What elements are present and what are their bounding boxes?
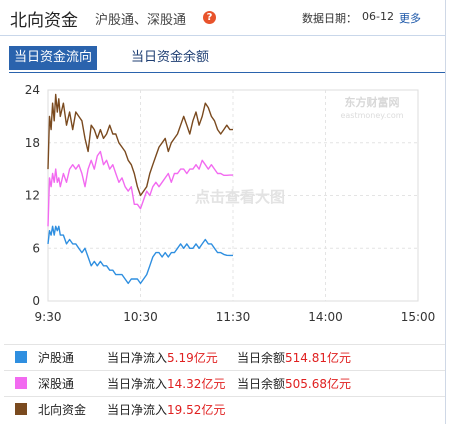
y-tick-label: 18 bbox=[25, 136, 40, 150]
watermark-logo-cn: 东方财富网 bbox=[345, 95, 400, 109]
net-inflow: 当日净流入14.32亿元 bbox=[107, 375, 225, 392]
x-tick-label: 11:30 bbox=[216, 310, 251, 324]
fund-flow-chart[interactable]: 东方财富网 eastmoney.com 点击查看大图 0 6 12 18 24 9:30… bbox=[0, 76, 445, 326]
chart-grid bbox=[47, 89, 419, 302]
balance-value: 514.81亿元 bbox=[285, 351, 352, 365]
x-tick-label: 10:30 bbox=[123, 310, 158, 324]
watermark-logo-en: eastmoney.com bbox=[340, 111, 403, 120]
y-tick-label: 0 bbox=[32, 294, 40, 308]
chart-series bbox=[47, 93, 233, 285]
help-icon[interactable]: ? bbox=[203, 11, 216, 24]
page-title: 北向资金 bbox=[10, 11, 78, 31]
date-label: 数据日期： bbox=[302, 12, 357, 25]
net-inflow-label: 当日净流入 bbox=[107, 377, 168, 391]
net-inflow-label: 当日净流入 bbox=[107, 403, 168, 417]
header-divider bbox=[0, 35, 445, 36]
balance-label: 当日余额 bbox=[237, 351, 286, 365]
y-tick-label: 12 bbox=[25, 189, 40, 203]
balance: 当日余额514.81亿元 bbox=[237, 349, 351, 366]
net-inflow-label: 当日净流入 bbox=[107, 351, 168, 365]
net-inflow: 当日净流入5.19亿元 bbox=[107, 349, 218, 366]
x-tick-label: 15:00 bbox=[401, 310, 436, 324]
balance-label: 当日余额 bbox=[237, 377, 286, 391]
x-tick-label: 14:00 bbox=[308, 310, 343, 324]
sgt-swatch bbox=[15, 377, 27, 389]
series-name: 深股通 bbox=[38, 377, 75, 391]
balance-value: 505.68亿元 bbox=[285, 377, 352, 391]
series-name: 北向资金 bbox=[38, 403, 87, 417]
watermark-center: 点击查看大图 bbox=[195, 188, 285, 206]
legend-row-sgt[interactable]: 深股通 当日净流入14.32亿元 当日余额505.68亿元 bbox=[4, 370, 445, 395]
header: 北向资金 沪股通、深股通 ? 数据日期： 06-12 更多 bbox=[0, 0, 450, 36]
subtitle: 沪股通、深股通 bbox=[95, 13, 187, 28]
series-line bbox=[47, 150, 233, 227]
tab-divider bbox=[9, 72, 445, 73]
legend-row-hgt[interactable]: 沪股通 当日净流入5.19亿元 当日余额514.81亿元 bbox=[4, 344, 445, 369]
series-line bbox=[47, 225, 233, 285]
panel-border bbox=[445, 0, 446, 424]
more-link[interactable]: 更多 bbox=[399, 12, 421, 25]
tab-daily-balance[interactable]: 当日资金余额 bbox=[131, 50, 210, 65]
y-tick-label: 24 bbox=[25, 83, 40, 97]
net-inflow-value: 19.52亿元 bbox=[167, 403, 226, 417]
north-swatch bbox=[15, 403, 27, 415]
tab-bar: 当日资金流向 当日资金余额 bbox=[0, 46, 445, 72]
balance: 当日余额505.68亿元 bbox=[237, 375, 351, 392]
net-inflow-value: 5.19亿元 bbox=[167, 351, 218, 365]
series-name: 沪股通 bbox=[38, 351, 75, 365]
x-axis: 9:30 10:30 11:30 14:00 15:00 bbox=[35, 310, 436, 324]
x-tick-label: 9:30 bbox=[35, 310, 62, 324]
net-inflow-value: 14.32亿元 bbox=[167, 377, 226, 391]
y-tick-label: 6 bbox=[32, 241, 40, 255]
hgt-swatch bbox=[15, 351, 27, 363]
legend-row-north[interactable]: 北向资金 当日净流入19.52亿元 bbox=[4, 396, 445, 421]
y-axis: 0 6 12 18 24 bbox=[25, 83, 40, 308]
tab-daily-flow[interactable]: 当日资金流向 bbox=[9, 46, 98, 70]
net-inflow: 当日净流入19.52亿元 bbox=[107, 401, 225, 418]
date-value: 06-12 bbox=[362, 10, 394, 23]
watermark: 东方财富网 eastmoney.com 点击查看大图 bbox=[195, 95, 404, 206]
series-line bbox=[47, 93, 233, 197]
